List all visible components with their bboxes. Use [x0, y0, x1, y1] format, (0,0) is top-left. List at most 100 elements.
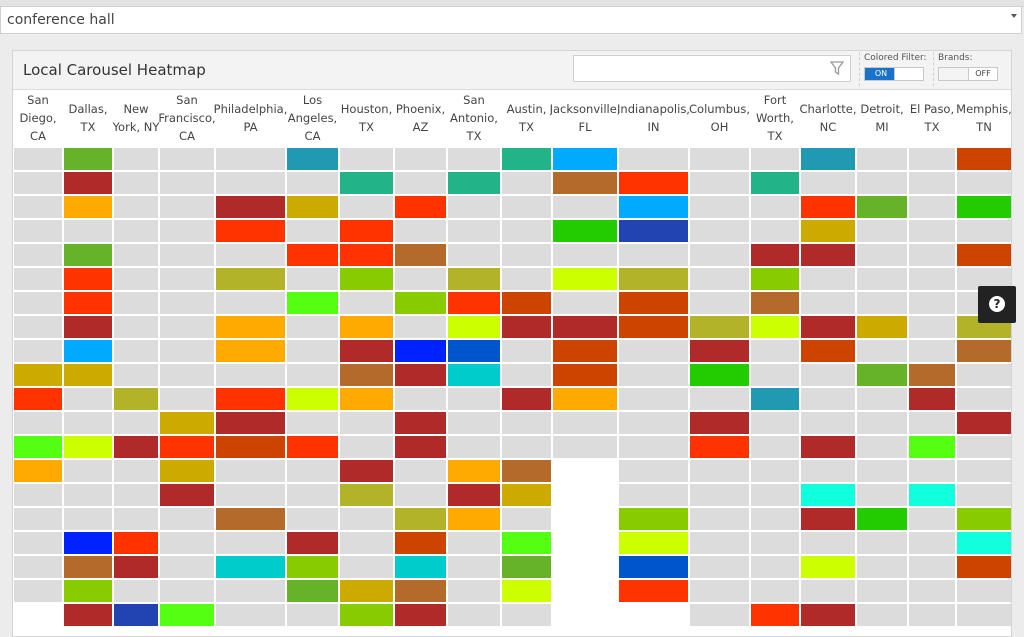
heatmap-cell[interactable] — [160, 148, 214, 170]
heatmap-cell[interactable] — [14, 436, 62, 458]
heatmap-cell[interactable] — [287, 172, 338, 194]
heatmap-cell[interactable] — [287, 220, 338, 242]
heatmap-cell[interactable] — [690, 436, 749, 458]
heatmap-cell[interactable] — [340, 388, 393, 410]
heatmap-cell[interactable] — [957, 172, 1011, 194]
heatmap-cell[interactable] — [553, 172, 617, 194]
heatmap-cell[interactable] — [553, 148, 617, 170]
heatmap-cell[interactable] — [64, 292, 112, 314]
heatmap-cell[interactable] — [64, 412, 112, 434]
heatmap-cell[interactable] — [14, 364, 62, 386]
heatmap-cell[interactable] — [553, 364, 617, 386]
heatmap-cell[interactable] — [160, 532, 214, 554]
heatmap-cell[interactable] — [395, 196, 446, 218]
heatmap-cell[interactable] — [751, 244, 799, 266]
brands-off[interactable]: OFF — [968, 68, 997, 80]
heatmap-cell[interactable] — [957, 436, 1011, 458]
filter-input[interactable] — [573, 55, 851, 82]
heatmap-cell[interactable] — [751, 292, 799, 314]
heatmap-cell[interactable] — [160, 220, 214, 242]
heatmap-cell[interactable] — [801, 244, 855, 266]
dropdown-caret-icon[interactable] — [1011, 14, 1017, 18]
filter-funnel-icon[interactable] — [830, 60, 844, 76]
heatmap-cell[interactable] — [114, 388, 158, 410]
heatmap-cell[interactable] — [216, 532, 285, 554]
heatmap-cell[interactable] — [619, 484, 688, 506]
heatmap-cell[interactable] — [857, 412, 907, 434]
heatmap-cell[interactable] — [957, 220, 1011, 242]
heatmap-cell[interactable] — [395, 580, 446, 602]
heatmap-cell[interactable] — [340, 268, 393, 290]
heatmap-cell[interactable] — [160, 508, 214, 530]
heatmap-cell[interactable] — [287, 292, 338, 314]
heatmap-cell[interactable] — [160, 412, 214, 434]
heatmap-cell[interactable] — [340, 556, 393, 578]
heatmap-cell[interactable] — [114, 508, 158, 530]
heatmap-cell[interactable] — [502, 532, 551, 554]
heatmap-cell[interactable] — [957, 244, 1011, 266]
heatmap-cell[interactable] — [957, 604, 1011, 626]
heatmap-cell[interactable] — [502, 268, 551, 290]
heatmap-cell[interactable] — [14, 508, 62, 530]
heatmap-cell[interactable] — [909, 340, 955, 362]
heatmap-cell[interactable] — [751, 580, 799, 602]
heatmap-cell[interactable] — [64, 244, 112, 266]
heatmap-cell[interactable] — [64, 604, 112, 626]
heatmap-cell[interactable] — [14, 484, 62, 506]
heatmap-cell[interactable] — [64, 364, 112, 386]
heatmap-cell[interactable] — [909, 556, 955, 578]
heatmap-cell[interactable] — [801, 292, 855, 314]
heatmap-cell[interactable] — [909, 484, 955, 506]
heatmap-cell[interactable] — [857, 580, 907, 602]
heatmap-cell[interactable] — [114, 580, 158, 602]
heatmap-cell[interactable] — [801, 580, 855, 602]
heatmap-cell[interactable] — [14, 388, 62, 410]
heatmap-cell[interactable] — [448, 556, 500, 578]
heatmap-cell[interactable] — [909, 268, 955, 290]
heatmap-cell[interactable] — [857, 364, 907, 386]
heatmap-cell[interactable] — [287, 436, 338, 458]
heatmap-cell[interactable] — [287, 196, 338, 218]
heatmap-cell[interactable] — [395, 172, 446, 194]
heatmap-cell[interactable] — [340, 364, 393, 386]
heatmap-cell[interactable] — [553, 196, 617, 218]
heatmap-cell[interactable] — [64, 268, 112, 290]
heatmap-cell[interactable] — [216, 436, 285, 458]
heatmap-cell[interactable] — [448, 580, 500, 602]
heatmap-cell[interactable] — [160, 604, 214, 626]
heatmap-cell[interactable] — [448, 316, 500, 338]
heatmap-cell[interactable] — [857, 604, 907, 626]
heatmap-cell[interactable] — [14, 460, 62, 482]
heatmap-cell[interactable] — [690, 484, 749, 506]
heatmap-cell[interactable] — [801, 556, 855, 578]
heatmap-cell[interactable] — [395, 532, 446, 554]
heatmap-cell[interactable] — [395, 244, 446, 266]
heatmap-cell[interactable] — [801, 436, 855, 458]
heatmap-cell[interactable] — [114, 268, 158, 290]
heatmap-cell[interactable] — [502, 364, 551, 386]
heatmap-cell[interactable] — [690, 292, 749, 314]
heatmap-cell[interactable] — [64, 556, 112, 578]
heatmap-cell[interactable] — [619, 340, 688, 362]
heatmap-cell[interactable] — [619, 532, 688, 554]
heatmap-cell[interactable] — [14, 316, 62, 338]
heatmap-cell[interactable] — [395, 556, 446, 578]
heatmap-cell[interactable] — [751, 220, 799, 242]
heatmap-cell[interactable] — [287, 508, 338, 530]
heatmap-cell[interactable] — [14, 532, 62, 554]
heatmap-cell[interactable] — [909, 580, 955, 602]
heatmap-cell[interactable] — [216, 484, 285, 506]
heatmap-cell[interactable] — [909, 532, 955, 554]
heatmap-cell[interactable] — [448, 268, 500, 290]
heatmap-cell[interactable] — [160, 580, 214, 602]
heatmap-cell[interactable] — [857, 148, 907, 170]
heatmap-cell[interactable] — [502, 196, 551, 218]
heatmap-cell[interactable] — [751, 316, 799, 338]
heatmap-cell[interactable] — [553, 412, 617, 434]
heatmap-cell[interactable] — [340, 340, 393, 362]
heatmap-cell[interactable] — [801, 340, 855, 362]
heatmap-cell[interactable] — [690, 268, 749, 290]
heatmap-cell[interactable] — [909, 196, 955, 218]
heatmap-cell[interactable] — [340, 508, 393, 530]
heatmap-cell[interactable] — [448, 412, 500, 434]
